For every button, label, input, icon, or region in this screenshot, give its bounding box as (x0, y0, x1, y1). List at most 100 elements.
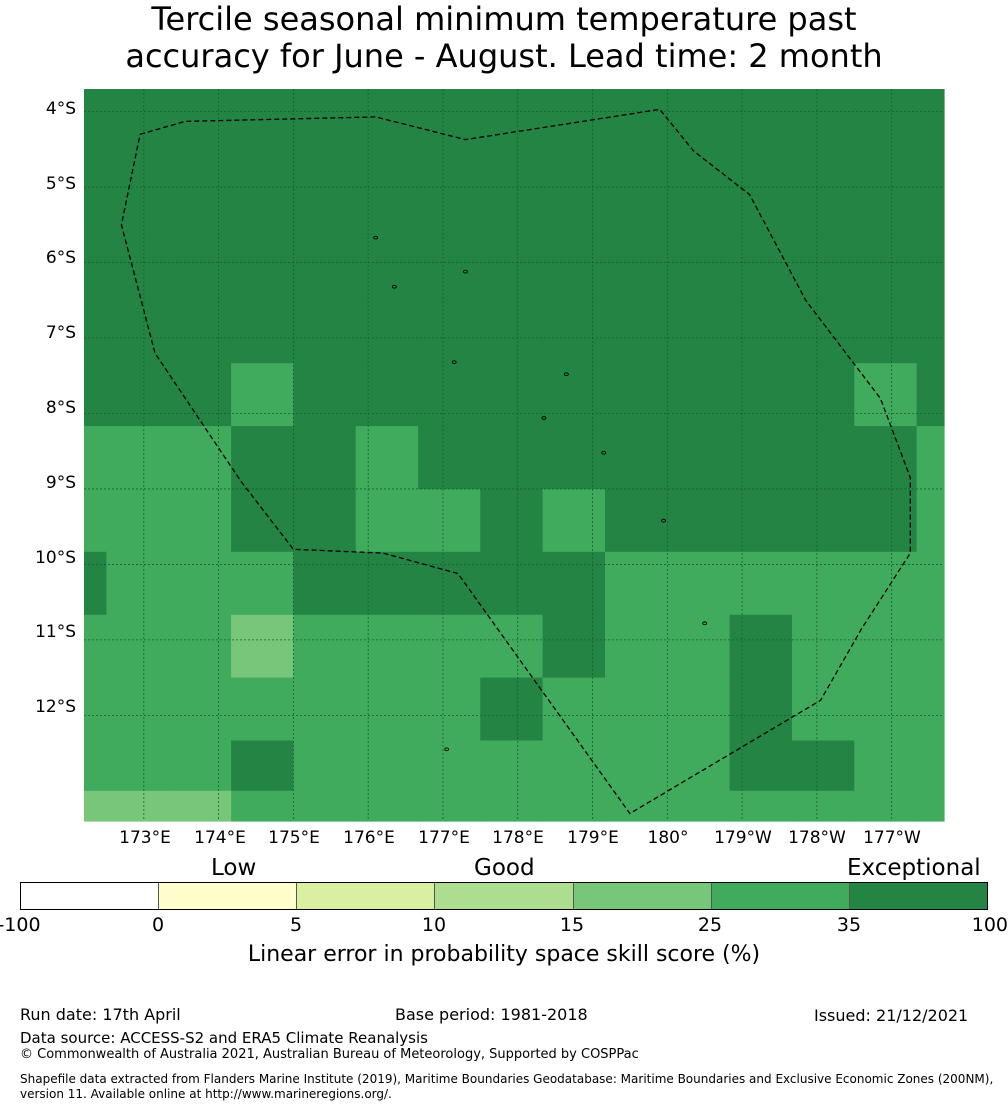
grid-cell (792, 426, 855, 490)
lat-label-8s: 8°S (45, 398, 76, 418)
grid-cell (293, 89, 357, 113)
grid-cell (542, 614, 606, 679)
grid-cell (854, 89, 918, 113)
colorbar (20, 882, 988, 910)
grid-cell (542, 174, 606, 238)
grid-cell (729, 89, 793, 113)
lon-label-180: 180° (647, 828, 689, 848)
lat-label-7s: 7°S (45, 323, 76, 343)
grid-cell (916, 300, 945, 364)
grid-cell (418, 111, 481, 176)
grid-cell (293, 300, 357, 364)
grid-cell (106, 677, 170, 742)
islands (373, 235, 708, 752)
grid-cell (168, 740, 232, 792)
island-outline (373, 235, 379, 240)
grid-cell (729, 174, 793, 238)
lat-label-6s: 6°S (45, 248, 76, 268)
grid-cell (605, 790, 668, 822)
eez-boundary (120, 108, 911, 815)
grid-cell (168, 363, 232, 427)
grid-cell (480, 89, 544, 113)
grid-cell (667, 677, 731, 742)
grid-cell (168, 174, 232, 238)
grid-cell (418, 89, 481, 113)
grid-cell (542, 300, 606, 364)
colorbar-tick: 35 (836, 914, 862, 936)
colorbar-tick: 100 (971, 914, 1008, 936)
colorbar-segment-15-25 (573, 883, 712, 909)
grid-cell (605, 111, 668, 176)
grid-cell (293, 174, 357, 238)
colorbar-segment-neg100-0 (21, 883, 160, 909)
grid-cell (418, 363, 481, 427)
grid-cell (418, 174, 481, 238)
colorbar-tick: 5 (289, 914, 303, 936)
lon-label-179w: 179°W (714, 828, 772, 848)
grid-cell (729, 740, 793, 792)
lat-label-11s: 11°S (35, 622, 76, 642)
grid-cell (854, 363, 918, 427)
grid-cell (542, 363, 606, 427)
lon-label-177e: 177°E (418, 828, 470, 848)
grid-cell (480, 677, 544, 742)
lon-label-177w: 177°W (863, 828, 921, 848)
data-source: Data source: ACCESS-S2 and ERA5 Climate … (20, 1029, 428, 1047)
grid-cell (168, 111, 232, 176)
map-title-line-2: accuracy for June - August. Lead time: 2… (125, 37, 883, 75)
grid-cell (729, 551, 793, 616)
grid-cell (729, 614, 793, 679)
grid-cell (106, 89, 170, 113)
grid-cell (605, 363, 668, 427)
grid-cell (916, 89, 945, 113)
grid-cell (168, 489, 232, 553)
grid-cell (418, 614, 481, 679)
grid-cell (542, 677, 606, 742)
grid-cell (168, 426, 232, 490)
grid-cell (916, 790, 945, 822)
grid-cell (605, 614, 668, 679)
grid-cell (916, 551, 945, 616)
grid-cell (542, 489, 606, 553)
grid-cell (418, 740, 481, 792)
grid-cell (916, 363, 945, 427)
grid-cell (667, 363, 731, 427)
lon-label-178e: 178°E (492, 828, 544, 848)
grid-cell (667, 740, 731, 792)
island-outline (541, 416, 547, 420)
grid-cell (106, 174, 170, 238)
grid-cell (168, 614, 232, 679)
grid-cell (355, 237, 419, 301)
lon-label-175e: 175°E (268, 828, 320, 848)
grid-cell (231, 111, 294, 176)
grid-cell (293, 363, 357, 427)
grid-cell (84, 551, 107, 616)
grid-cell (667, 614, 731, 679)
grid-cell (480, 489, 544, 553)
category-good: Good (474, 855, 535, 881)
grid-cell (854, 237, 918, 301)
grid-cell (854, 174, 918, 238)
grid-cell (605, 237, 668, 301)
grid-cell (542, 237, 606, 301)
grid-cell (355, 111, 419, 176)
lon-label-179e: 179°E (567, 828, 619, 848)
grid-cell (605, 489, 668, 553)
grid-cell (729, 237, 793, 301)
grid-cell (106, 111, 170, 176)
grid-cell (418, 677, 481, 742)
grid-cell (916, 111, 945, 176)
grid-cell (729, 363, 793, 427)
grid-cell (480, 426, 544, 490)
island-outline (563, 372, 569, 377)
colorbar-tick: 10 (421, 914, 447, 936)
grid-cell (84, 790, 107, 822)
grid-cell (854, 111, 918, 176)
colorbar-segment-0-5 (159, 883, 298, 909)
grid-cell (480, 551, 544, 616)
grid-cell (231, 174, 294, 238)
grid-cell (106, 237, 170, 301)
grid-cell (355, 426, 419, 490)
skill-score-map (84, 89, 945, 822)
lat-label-9s: 9°S (45, 473, 76, 493)
